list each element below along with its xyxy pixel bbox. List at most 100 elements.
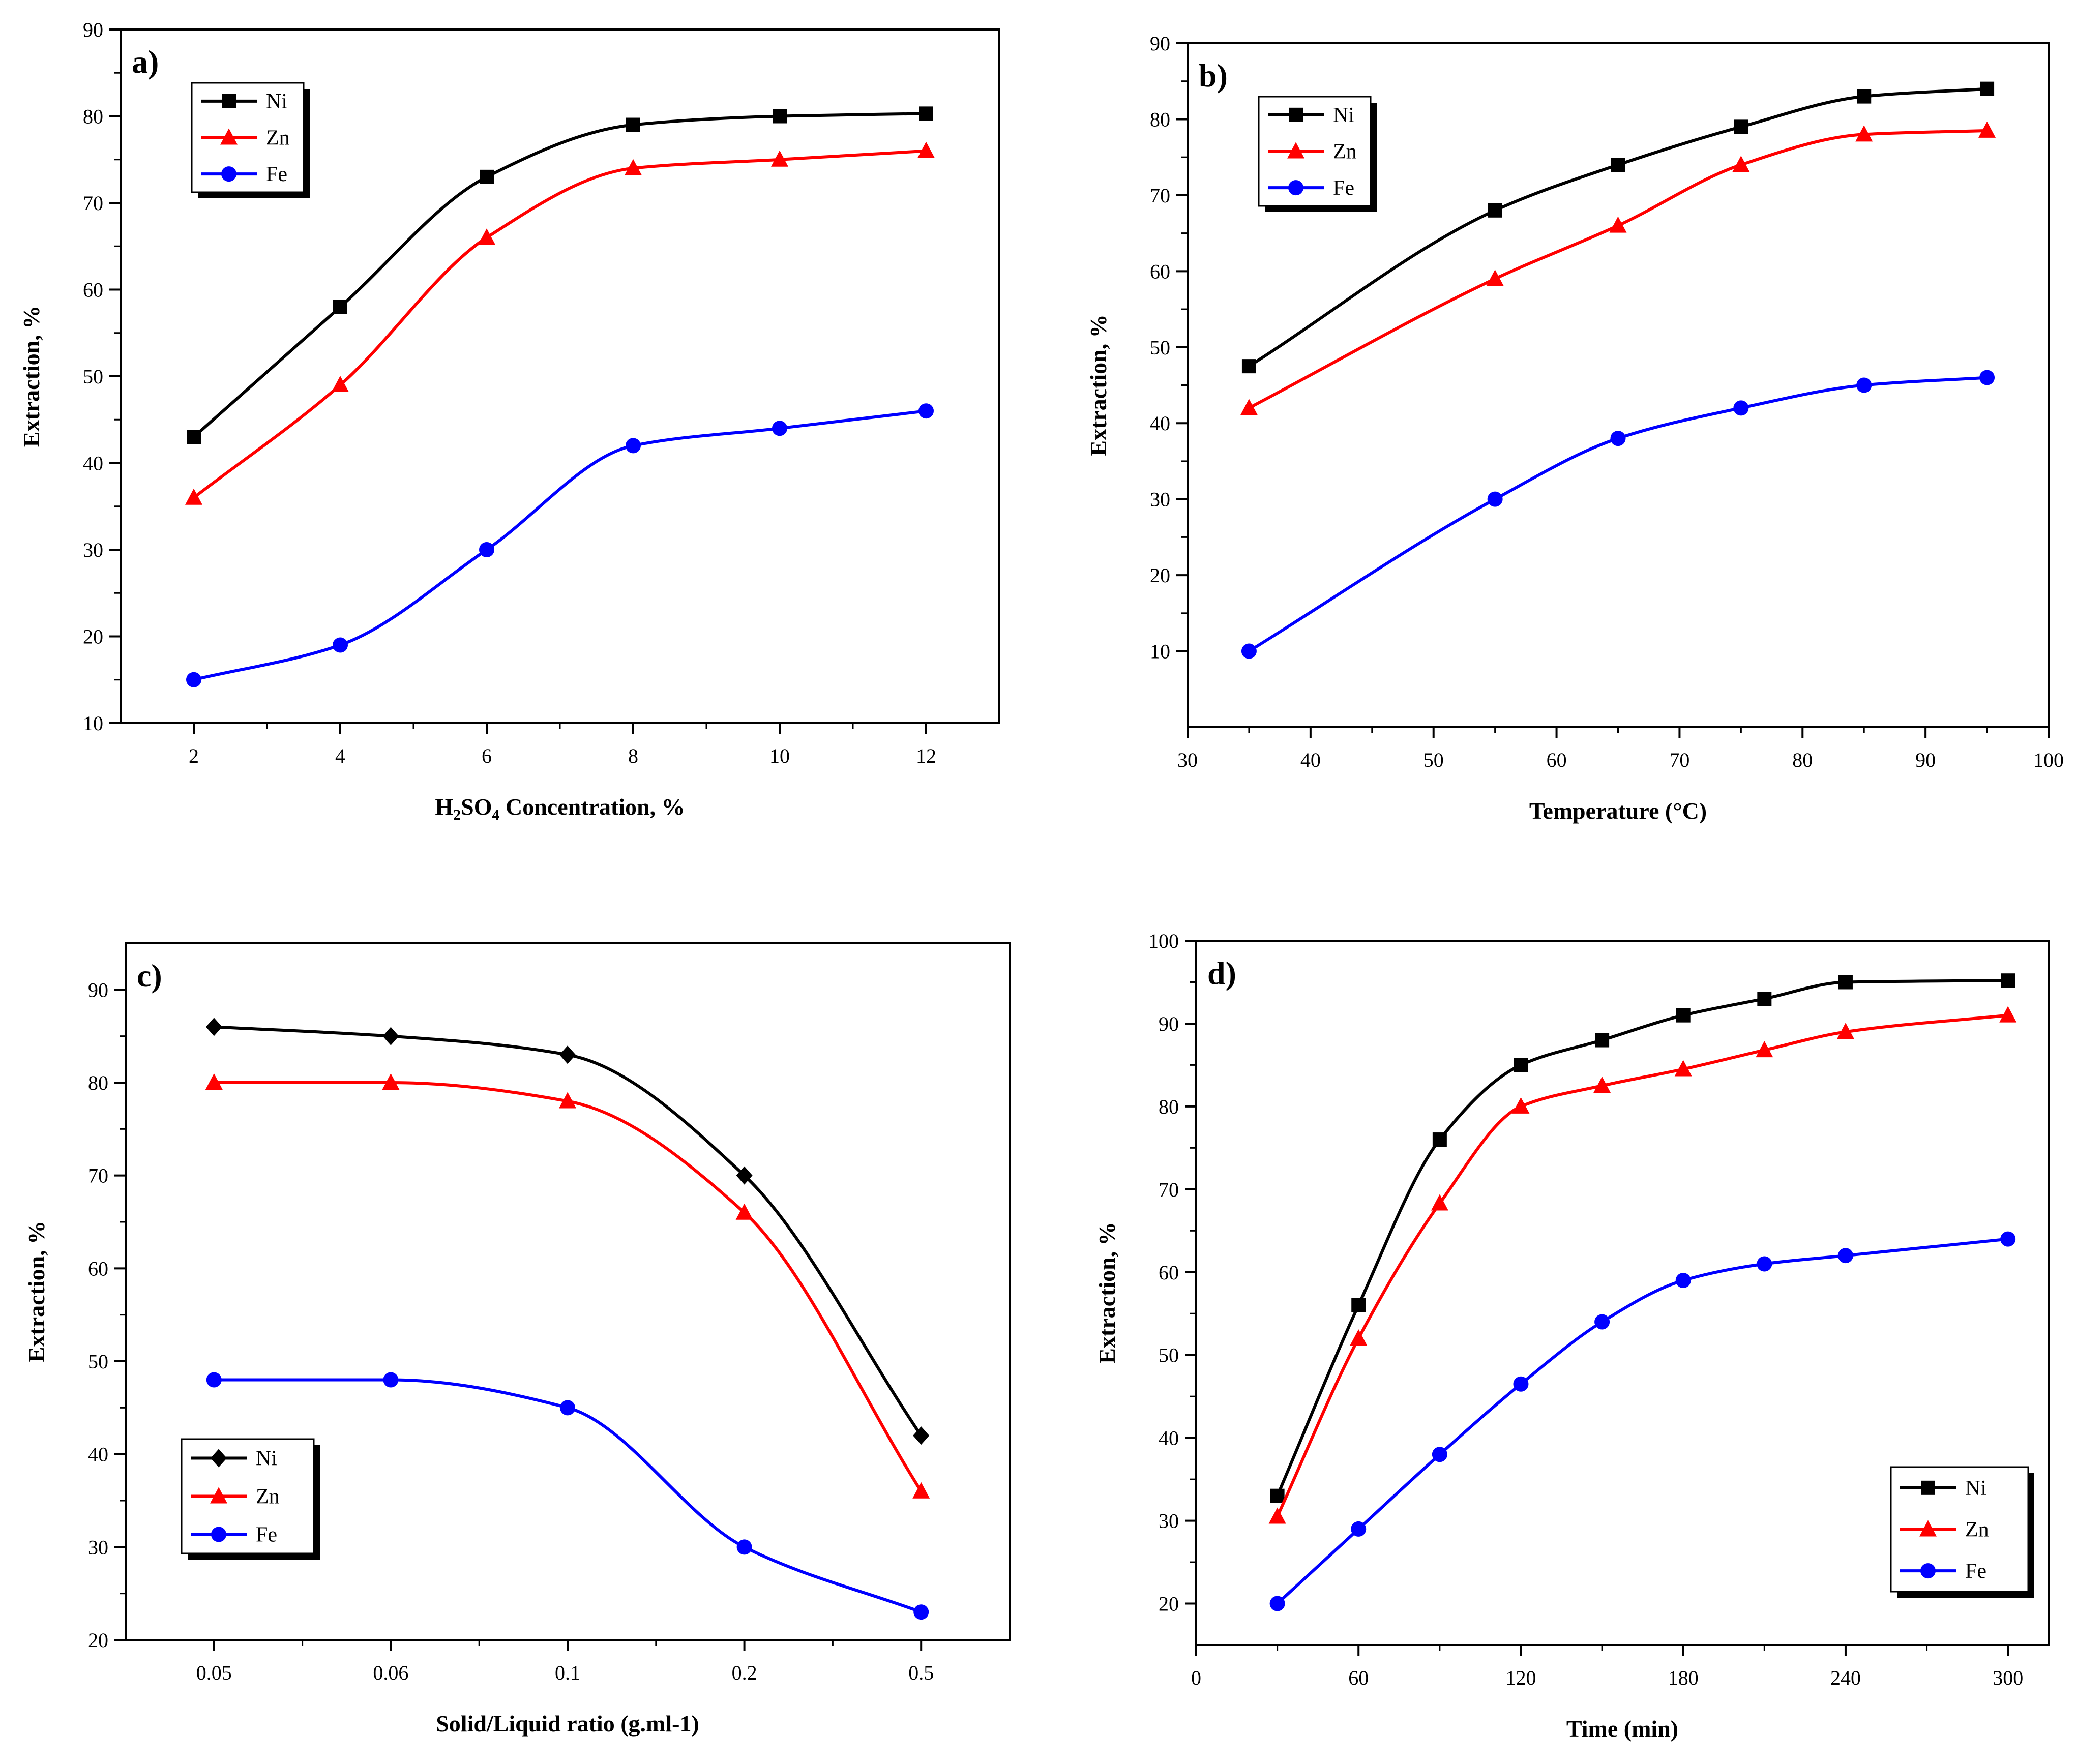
x-tick-label: 240 (1830, 1666, 1861, 1689)
x-axis-title: Time (min) (1566, 1716, 1678, 1742)
y-tick-label: 50 (83, 365, 103, 388)
data-point-ni (480, 169, 494, 184)
y-tick-label: 30 (88, 1536, 108, 1559)
data-point-fe (2000, 1231, 2016, 1247)
y-tick-label: 40 (88, 1443, 108, 1466)
series-line-ni (1276, 979, 2008, 1497)
y-tick-label: 70 (88, 1164, 108, 1187)
data-point-zn (1486, 270, 1504, 286)
data-point-fe (772, 421, 787, 436)
y-axis-title: Extraction, % (18, 306, 44, 447)
y-tick-label: 60 (83, 279, 103, 302)
data-point-fe (186, 672, 201, 687)
series-line-zn (214, 1081, 923, 1492)
data-point-fe (1979, 370, 1995, 385)
legend-label-zn: Zn (1333, 140, 1357, 164)
plot-frame (1195, 940, 2050, 1646)
data-point-ni (1757, 992, 1772, 1006)
data-point-fe (1594, 1314, 1610, 1330)
data-point-zn (382, 1073, 400, 1090)
series-line-ni (214, 1025, 923, 1437)
y-axis-title: Extraction, % (1094, 1222, 1120, 1364)
legend-label-fe: Fe (1333, 176, 1354, 200)
x-tick-label: 2 (189, 744, 199, 767)
data-point-ni (559, 1045, 576, 1064)
data-point-ni (1488, 203, 1502, 218)
x-tick-label: 70 (1669, 749, 1689, 771)
data-point-fe (1610, 431, 1626, 446)
data-point-zn (1855, 125, 1873, 142)
data-point-fe (479, 542, 494, 557)
data-point-ni (1351, 1298, 1366, 1312)
chart-panel-4: 0 60 120 180 240 300 20 30 40 50 60 70 80 90 100 Time (… (1094, 930, 2050, 1742)
data-point-fe (560, 1400, 575, 1416)
series-line-zn (1276, 1013, 2008, 1517)
data-point-ni (626, 117, 640, 132)
data-point-fe (1487, 491, 1503, 507)
data-point-zn (625, 159, 642, 175)
data-point-fe (918, 403, 934, 419)
data-point-ni (1838, 975, 1853, 990)
y-tick-label: 100 (1148, 930, 1179, 952)
data-point-fe (206, 1372, 222, 1388)
series-line-zn (193, 149, 927, 499)
data-point-zn (1978, 121, 1996, 138)
data-point-fe (913, 1604, 929, 1620)
panel-label: c) (137, 958, 162, 994)
y-axis-title: Extraction, % (23, 1221, 49, 1363)
legend-marker-zn (1919, 1520, 1937, 1537)
y-tick-label: 70 (1159, 1178, 1179, 1201)
data-point-fe (1733, 400, 1749, 416)
y-tick-label: 10 (83, 712, 103, 735)
x-tick-label: 90 (1915, 749, 1936, 771)
legend-label-fe: Fe (256, 1523, 277, 1547)
y-tick-label: 70 (83, 192, 103, 215)
data-point-zn (912, 1482, 930, 1499)
y-tick-label: 40 (1159, 1427, 1179, 1450)
data-point-ni (1980, 81, 1995, 96)
x-tick-label: 40 (1300, 749, 1321, 771)
data-point-ni (1514, 1058, 1528, 1072)
x-tick-label: 0.5 (908, 1661, 934, 1684)
data-point-zn (917, 141, 935, 158)
data-point-zn (771, 150, 788, 167)
y-tick-label: 60 (1159, 1261, 1179, 1284)
legend-marker-zn (210, 1487, 227, 1504)
legend-marker-zn (1287, 142, 1304, 159)
x-tick-label: 60 (1547, 749, 1567, 771)
data-point-zn (332, 376, 349, 393)
data-point-zn (1240, 399, 1258, 415)
x-tick-label: 12 (916, 744, 936, 767)
data-point-zn (1593, 1077, 1611, 1093)
chart-panel-2: 30 40 50 60 70 80 90 100 10 20 30 40 50 60 70 80 90 Tempe… (1085, 32, 2064, 824)
data-point-fe (1856, 377, 1872, 393)
legend-label-fe: Fe (266, 163, 287, 186)
y-tick-label: 70 (1150, 184, 1170, 207)
y-tick-label: 90 (83, 18, 103, 41)
y-tick-label: 60 (1150, 260, 1170, 283)
legend-label-ni: Ni (266, 90, 287, 113)
y-tick-label: 90 (88, 978, 108, 1001)
legend-label-fe: Fe (1965, 1560, 1986, 1583)
x-tick-label: 10 (769, 744, 790, 767)
y-tick-label: 20 (88, 1629, 108, 1652)
data-point-ni (736, 1166, 753, 1185)
x-tick-label: 6 (482, 744, 492, 767)
y-tick-label: 40 (1150, 412, 1170, 435)
x-axis-title: Solid/Liquid ratio (g.ml-1) (436, 1711, 699, 1737)
y-tick-label: 50 (1159, 1344, 1179, 1367)
data-point-zn (1431, 1194, 1448, 1211)
y-tick-label: 80 (1159, 1095, 1179, 1118)
data-point-ni (187, 430, 201, 444)
data-point-ni (1595, 1033, 1610, 1048)
data-point-fe (1241, 643, 1257, 659)
x-tick-label: 0.2 (732, 1661, 757, 1684)
y-tick-label: 20 (1159, 1593, 1179, 1616)
legend-marker-fe (1288, 180, 1303, 196)
data-point-zn (735, 1203, 753, 1220)
data-point-zn (1268, 1507, 1286, 1524)
x-tick-label: 80 (1792, 749, 1813, 771)
y-tick-label: 90 (1159, 1012, 1179, 1035)
data-point-ni (919, 106, 933, 121)
